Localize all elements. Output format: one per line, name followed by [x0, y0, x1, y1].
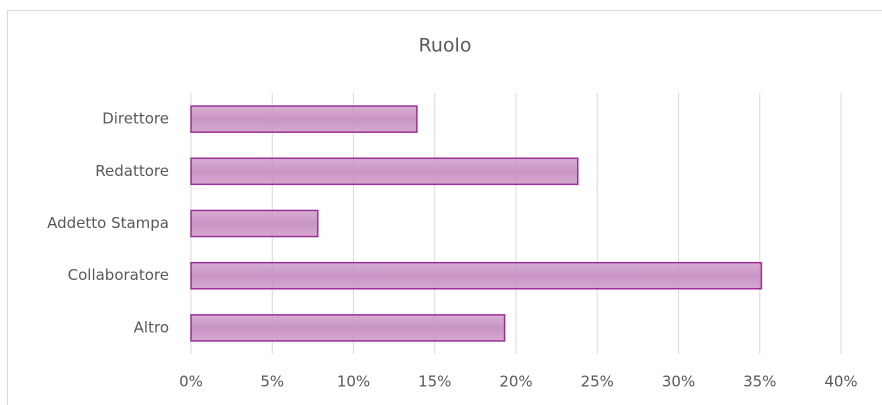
x-tick-label: 10% — [337, 373, 370, 391]
y-tick-label: Altro — [134, 318, 169, 336]
bar — [190, 157, 579, 186]
x-tick-label: 0% — [179, 373, 203, 391]
x-tick-label: 20% — [499, 373, 532, 391]
y-tick-label: Collaboratore — [68, 266, 169, 284]
y-tick-label: Direttore — [102, 110, 169, 128]
x-tick-label: 25% — [581, 373, 614, 391]
bar — [190, 105, 418, 133]
x-tick-label: 40% — [824, 373, 857, 391]
y-tick-label: Addetto Stampa — [47, 214, 169, 232]
x-tick-label: 15% — [418, 373, 451, 391]
bar — [190, 261, 763, 290]
bar — [190, 314, 506, 342]
chart-title: Ruolo — [419, 35, 472, 57]
x-tick-label: 35% — [743, 373, 776, 391]
bar — [190, 209, 319, 238]
x-tick-label: 30% — [662, 373, 695, 391]
x-tick-label: 5% — [260, 373, 284, 391]
chart-frame — [7, 10, 882, 405]
y-tick-label: Redattore — [95, 162, 169, 180]
